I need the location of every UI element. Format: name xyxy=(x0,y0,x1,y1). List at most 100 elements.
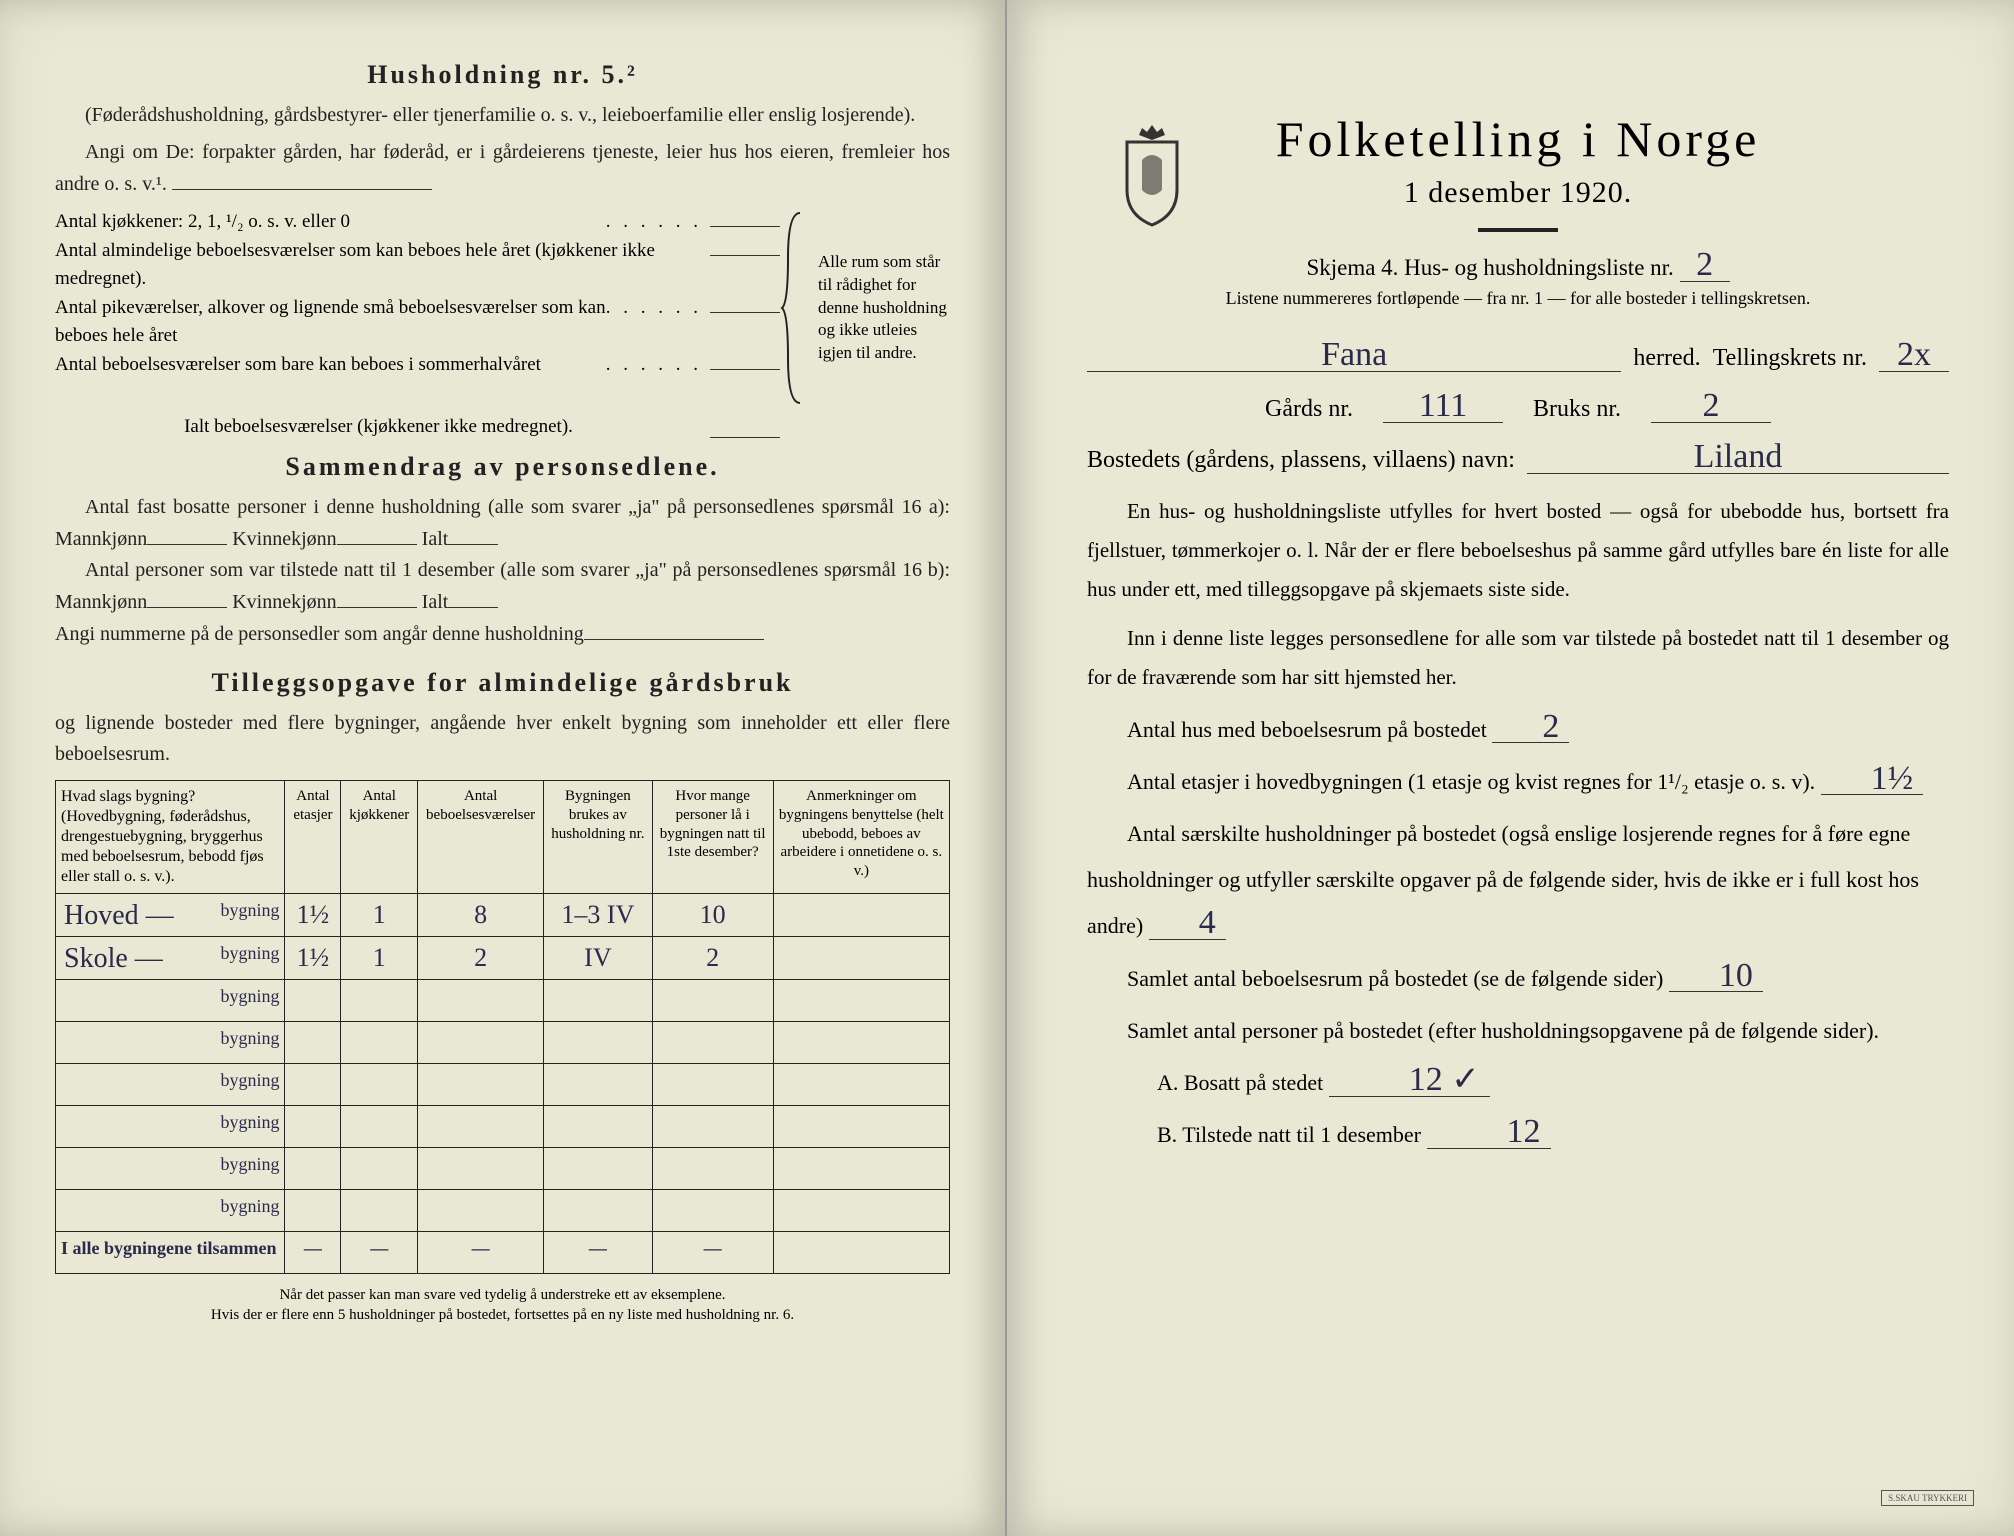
table-header: Hvor mange personer lå i bygningen natt … xyxy=(652,781,773,894)
blank-slot xyxy=(710,369,780,370)
table-cell xyxy=(341,1064,418,1106)
supplement-title: Tilleggsopgave for almindelige gårdsbruk xyxy=(55,668,950,698)
table-cell xyxy=(418,1190,544,1232)
table-cell xyxy=(285,980,341,1022)
table-cell xyxy=(652,1190,773,1232)
table-cell: 1 xyxy=(341,937,418,980)
blank-slot xyxy=(710,416,780,438)
printer-stamp: S.SKAU TRYKKERI xyxy=(1881,1490,1974,1506)
table-cell xyxy=(418,1022,544,1064)
left-page: Husholdning nr. 5.² (Føderådshusholdning… xyxy=(0,0,1007,1536)
table-cell xyxy=(285,1148,341,1190)
table-row: bygning xyxy=(56,1106,950,1148)
table-cell: IV xyxy=(544,937,653,980)
bosted-value: Liland xyxy=(1527,441,1949,474)
total-cell: — xyxy=(544,1232,653,1274)
table-cell xyxy=(773,980,949,1022)
table-cell xyxy=(544,1022,653,1064)
table-cell xyxy=(341,1190,418,1232)
table-cell xyxy=(285,1064,341,1106)
kitchen-count-label: Antal kjøkkener: 2, 1, ¹/₂ o. s. v. elle… xyxy=(55,208,606,237)
table-cell xyxy=(544,980,653,1022)
bruks-value: 2 xyxy=(1651,390,1771,423)
qB-label: B. Tilstede natt til 1 desember xyxy=(1157,1122,1421,1147)
building-name-cell: bygning xyxy=(56,980,285,1022)
rooms-row-2: Antal beboelsesværelser som bare kan beb… xyxy=(55,351,606,380)
table-cell xyxy=(418,1064,544,1106)
table-cell xyxy=(652,1022,773,1064)
total-cell xyxy=(773,1232,949,1274)
q1-answer: 2 xyxy=(1492,712,1569,744)
table-cell: 2 xyxy=(418,937,544,980)
building-name-cell: bygning xyxy=(56,1190,285,1232)
blank-slot xyxy=(710,312,780,313)
total-cell: — xyxy=(341,1232,418,1274)
table-cell xyxy=(544,1148,653,1190)
table-cell: 2 xyxy=(652,937,773,980)
table-cell xyxy=(285,1106,341,1148)
table-cell xyxy=(418,1106,544,1148)
schema-label: Skjema 4. Hus- og husholdningsliste nr. xyxy=(1306,255,1673,280)
summary-p2: Antal personer som var tilstede natt til… xyxy=(55,555,950,618)
blank-slot xyxy=(710,255,780,256)
q2-answer: 1½ xyxy=(1821,764,1924,796)
qA-answer: 12 ✓ xyxy=(1329,1065,1490,1097)
rooms-row-0: Antal almindelige beboelsesværelser som … xyxy=(55,237,702,294)
qB-answer: 12 xyxy=(1427,1117,1551,1149)
right-page: Folketelling i Norge 1 desember 1920. Sk… xyxy=(1007,0,2014,1536)
qA-line: A. Bosatt på stedet 12 ✓ xyxy=(1087,1060,1949,1106)
table-cell: 1 xyxy=(341,894,418,937)
table-footnote: Når det passer kan man svare ved tydelig… xyxy=(55,1286,950,1325)
buildings-table: Hvad slags bygning?(Hovedbygning, føderå… xyxy=(55,780,950,1274)
coat-of-arms-icon xyxy=(1107,120,1197,230)
herred-label: herred. xyxy=(1633,345,1700,372)
table-cell xyxy=(544,1064,653,1106)
table-row: Skole —bygning1½12IV2 xyxy=(56,937,950,980)
table-row: bygning xyxy=(56,1022,950,1064)
table-cell: 1½ xyxy=(285,894,341,937)
total-rooms-row: Ialt beboelsesværelser (kjøkkener ikke m… xyxy=(55,416,950,438)
gards-label: Gårds nr. xyxy=(1265,396,1353,423)
table-row: Hoved —bygning1½181–3 IV10 xyxy=(56,894,950,937)
table-cell: 8 xyxy=(418,894,544,937)
rooms-row-1: Antal pikeværelser, alkover og lignende … xyxy=(55,294,606,351)
blank-note xyxy=(780,416,950,438)
household5-sub: (Føderådshusholdning, gårdsbestyrer- ell… xyxy=(55,100,950,131)
listene-note: Listene nummereres fortløpende — fra nr.… xyxy=(1087,288,1949,309)
bosted-label: Bostedets (gårdens, plassens, villaens) … xyxy=(1087,447,1515,474)
table-cell xyxy=(341,1022,418,1064)
q4-label: Samlet antal beboelsesrum på bostedet (s… xyxy=(1127,966,1663,991)
table-cell xyxy=(773,1190,949,1232)
table-cell xyxy=(544,1190,653,1232)
page-title: Folketelling i Norge xyxy=(1087,110,1949,168)
table-cell xyxy=(652,1064,773,1106)
q1-label: Antal hus med beboelsesrum på bostedet xyxy=(1127,717,1487,742)
table-header: Antal etasjer xyxy=(285,781,341,894)
summary-p1c: Ialt xyxy=(422,528,449,550)
table-cell: 10 xyxy=(652,894,773,937)
page-header: Folketelling i Norge 1 desember 1920. Sk… xyxy=(1087,110,1949,309)
total-cell: — xyxy=(285,1232,341,1274)
herred-value: Fana xyxy=(1087,339,1621,372)
curly-brace-icon xyxy=(780,208,810,408)
total-label-cell: I alle bygningene tilsammen xyxy=(56,1232,285,1274)
table-cell xyxy=(285,1190,341,1232)
total-cell: — xyxy=(652,1232,773,1274)
para2: Inn i denne liste legges personsedlene f… xyxy=(1087,619,1949,697)
table-cell xyxy=(341,980,418,1022)
blank-line xyxy=(172,168,432,190)
q2-label: Antal etasjer i hovedbygningen (1 etasje… xyxy=(1127,769,1815,794)
table-row: bygning xyxy=(56,1148,950,1190)
q1-line: Antal hus med beboelsesrum på bostedet 2 xyxy=(1087,707,1949,753)
total-rooms-label: Ialt beboelsesværelser (kjøkkener ikke m… xyxy=(55,416,702,438)
summary-p1b: Kvinnekjønn xyxy=(232,528,336,550)
building-name-cell: bygning xyxy=(56,1106,285,1148)
building-name-cell: bygning xyxy=(56,1022,285,1064)
table-cell xyxy=(773,1022,949,1064)
table-cell xyxy=(652,1106,773,1148)
table-header: Antal kjøkkener xyxy=(341,781,418,894)
bosted-row: Bostedets (gårdens, plassens, villaens) … xyxy=(1087,441,1949,474)
q4-line: Samlet antal beboelsesrum på bostedet (s… xyxy=(1087,956,1949,1002)
summary-p2c: Ialt xyxy=(422,591,449,613)
q2-line: Antal etasjer i hovedbygningen (1 etasje… xyxy=(1087,759,1949,805)
